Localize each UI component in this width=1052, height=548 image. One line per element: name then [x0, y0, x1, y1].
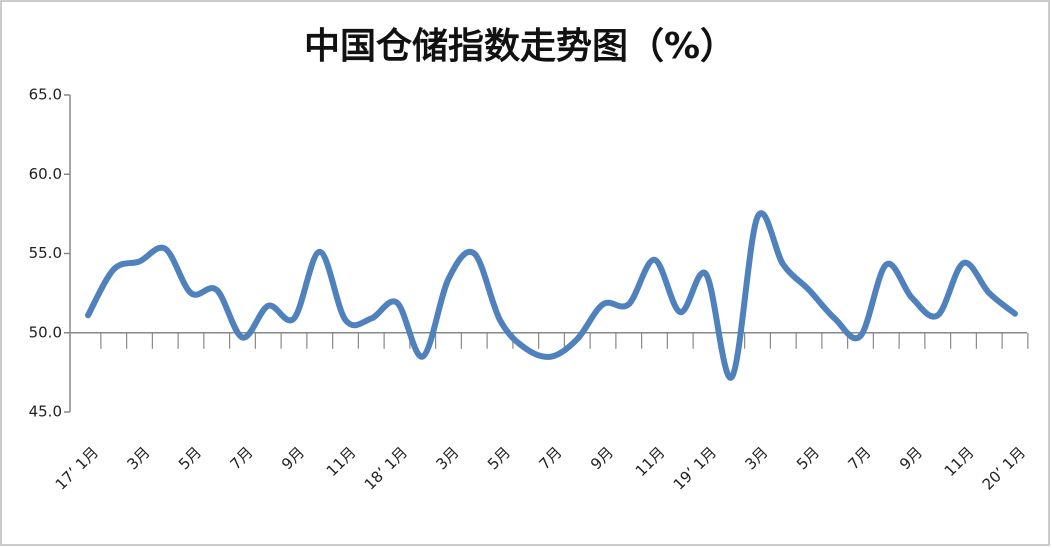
- y-tick-label: 55.0: [29, 244, 62, 262]
- series-line: [85, 210, 1018, 381]
- y-tick-label: 45.0: [29, 403, 62, 421]
- y-tick-label: 65.0: [29, 86, 62, 104]
- y-tick-label: 50.0: [29, 323, 62, 341]
- y-tick-label: 60.0: [29, 165, 62, 183]
- chart-title: 中国仓储指数走势图（%）: [304, 26, 736, 67]
